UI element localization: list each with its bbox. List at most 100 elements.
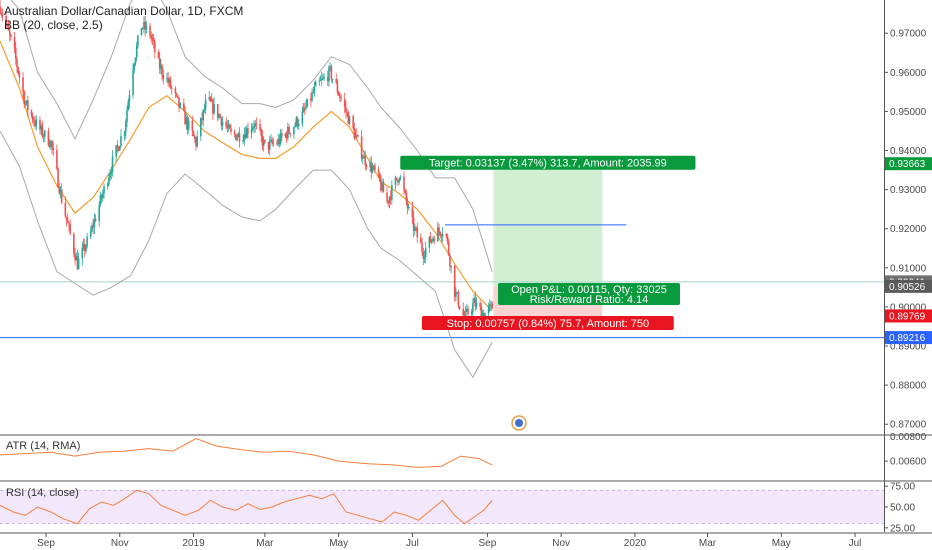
- candle-body[interactable]: [462, 309, 465, 316]
- candle-body[interactable]: [127, 101, 130, 111]
- candle-body[interactable]: [370, 162, 373, 173]
- candle-body[interactable]: [348, 116, 351, 124]
- candle-body[interactable]: [184, 110, 186, 125]
- candle-body[interactable]: [371, 167, 374, 173]
- candle-body[interactable]: [271, 139, 273, 144]
- candle-body[interactable]: [377, 169, 380, 174]
- candle-body[interactable]: [201, 118, 203, 121]
- candle-body[interactable]: [235, 134, 237, 141]
- candle-body[interactable]: [457, 292, 460, 307]
- candle-body[interactable]: [329, 66, 331, 68]
- candle-body[interactable]: [335, 79, 338, 84]
- candle-body[interactable]: [330, 66, 333, 80]
- candle-body[interactable]: [415, 227, 417, 229]
- candle-body[interactable]: [76, 256, 79, 270]
- candle-body[interactable]: [365, 165, 368, 168]
- candle-body[interactable]: [394, 177, 397, 186]
- candle-body[interactable]: [43, 130, 46, 137]
- candle-body[interactable]: [74, 253, 76, 261]
- candle-body[interactable]: [281, 133, 283, 137]
- candle-body[interactable]: [137, 35, 139, 46]
- candle-body[interactable]: [166, 77, 168, 79]
- candle-body[interactable]: [117, 146, 120, 151]
- candle-body[interactable]: [50, 140, 52, 148]
- candle-body[interactable]: [109, 173, 111, 179]
- candle-body[interactable]: [102, 193, 104, 199]
- candle-body[interactable]: [337, 92, 340, 96]
- candle-body[interactable]: [389, 196, 392, 200]
- candle-body[interactable]: [93, 219, 96, 228]
- candle-body[interactable]: [354, 134, 357, 139]
- candle-body[interactable]: [481, 313, 484, 319]
- candle-body[interactable]: [374, 165, 376, 170]
- candle-body[interactable]: [261, 135, 264, 147]
- candle-body[interactable]: [475, 302, 478, 307]
- candle-body[interactable]: [193, 136, 196, 139]
- candle-body[interactable]: [83, 244, 86, 251]
- candle-body[interactable]: [33, 120, 35, 123]
- candle-body[interactable]: [195, 138, 197, 147]
- candle-body[interactable]: [177, 95, 179, 98]
- candle-body[interactable]: [336, 83, 339, 93]
- candle-body[interactable]: [353, 127, 356, 139]
- candle-body[interactable]: [8, 30, 11, 35]
- candle-body[interactable]: [255, 123, 258, 125]
- candle-body[interactable]: [203, 109, 206, 111]
- candle-body[interactable]: [226, 126, 229, 128]
- candle-body[interactable]: [168, 78, 171, 83]
- candle-body[interactable]: [397, 179, 399, 183]
- candle-body[interactable]: [227, 124, 230, 128]
- candle-body[interactable]: [372, 165, 375, 168]
- candle-body[interactable]: [92, 225, 94, 228]
- candle-body[interactable]: [297, 123, 300, 127]
- candle-body[interactable]: [380, 180, 382, 191]
- candle-body[interactable]: [277, 138, 279, 145]
- candle-body[interactable]: [58, 186, 61, 194]
- candle-body[interactable]: [386, 192, 388, 201]
- candle-body[interactable]: [254, 123, 257, 127]
- candle-body[interactable]: [192, 131, 195, 137]
- candle-body[interactable]: [16, 58, 18, 68]
- candle-body[interactable]: [178, 97, 180, 108]
- candle-body[interactable]: [27, 100, 29, 111]
- candle-body[interactable]: [267, 142, 270, 150]
- candle-body[interactable]: [13, 36, 16, 49]
- candle-body[interactable]: [433, 238, 435, 242]
- candle-body[interactable]: [154, 41, 156, 52]
- candle-body[interactable]: [213, 104, 215, 114]
- candle-body[interactable]: [445, 234, 448, 236]
- candle-body[interactable]: [391, 185, 393, 200]
- candle-body[interactable]: [86, 236, 88, 247]
- candle-body[interactable]: [143, 21, 145, 28]
- candle-body[interactable]: [169, 78, 172, 88]
- candle-body[interactable]: [437, 227, 439, 242]
- candle-body[interactable]: [446, 235, 449, 242]
- candle-body[interactable]: [243, 133, 246, 140]
- candle-body[interactable]: [339, 95, 341, 98]
- candle-body[interactable]: [66, 220, 69, 223]
- candle-body[interactable]: [388, 196, 391, 203]
- candle-body[interactable]: [7, 24, 10, 31]
- candle-body[interactable]: [52, 147, 55, 150]
- candle-body[interactable]: [412, 217, 415, 231]
- candle-body[interactable]: [221, 121, 224, 126]
- candle-body[interactable]: [438, 227, 440, 232]
- candle-body[interactable]: [399, 176, 402, 180]
- candle-body[interactable]: [259, 123, 261, 130]
- candle-body[interactable]: [34, 122, 36, 127]
- candle-body[interactable]: [430, 239, 433, 243]
- candle-body[interactable]: [311, 92, 313, 101]
- candle-body[interactable]: [489, 304, 491, 307]
- candle-body[interactable]: [126, 110, 128, 122]
- target-label-bg[interactable]: [400, 155, 696, 170]
- candle-body[interactable]: [284, 133, 287, 137]
- candle-body[interactable]: [0, 5, 1, 13]
- candle-body[interactable]: [150, 35, 153, 38]
- open-pl-bg[interactable]: [498, 283, 680, 305]
- candle-body[interactable]: [322, 77, 324, 79]
- candle-body[interactable]: [140, 27, 143, 36]
- candle-body[interactable]: [135, 45, 138, 58]
- candle-body[interactable]: [411, 206, 414, 218]
- candle-body[interactable]: [245, 128, 248, 139]
- candle-body[interactable]: [202, 109, 205, 121]
